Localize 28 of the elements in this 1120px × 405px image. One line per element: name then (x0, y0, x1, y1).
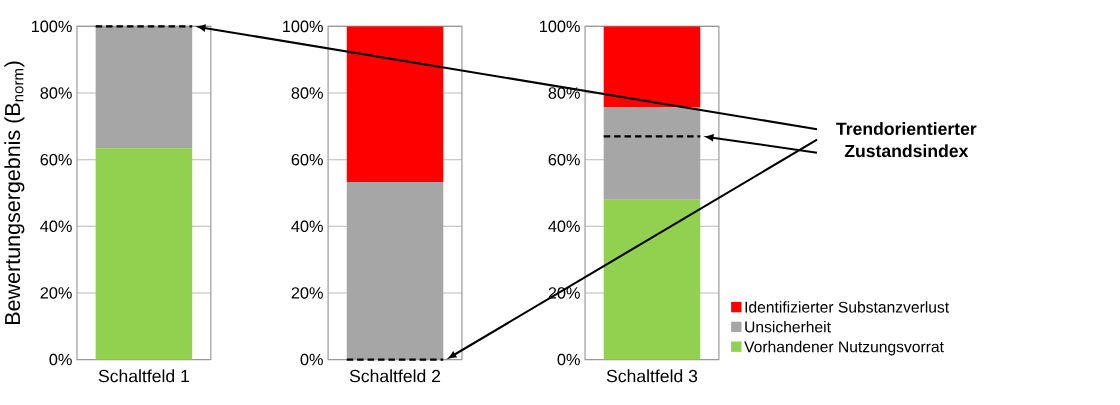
y-tick-label: 0% (49, 354, 72, 366)
y-tick-label: 60% (40, 154, 72, 166)
x-tick-label: Schaltfeld 1 (98, 369, 189, 383)
y-tick-label: 80% (40, 87, 72, 100)
y-tick-label: 0% (557, 354, 580, 366)
bar (603, 26, 701, 108)
y-tick-label: 40% (291, 220, 323, 233)
y-tick-label: 60% (548, 154, 580, 166)
legend-label: Unsicherheit (745, 321, 831, 333)
legend-label: Vorhandener Nutzungsvorrat (744, 341, 944, 356)
y-tick-label: 80% (291, 87, 323, 100)
text: Trendorientierter Zustandsindex (836, 122, 977, 158)
y-tick-label: 20% (291, 287, 323, 299)
y-tick-label: 100% (31, 20, 72, 33)
y-tick-label: 40% (548, 220, 580, 233)
y-axis-title: Bewertungsergebnis (B$_{norm}$) (4, 61, 25, 325)
x-tick-label: Schaltfeld 2 (349, 369, 441, 383)
y-tick-label: 100% (540, 20, 580, 33)
legend-label: Identifizierter Substanzverlust (745, 301, 950, 313)
y-tick-label: 60% (291, 154, 323, 166)
y-tick-label: 20% (40, 287, 72, 299)
bar (603, 199, 701, 360)
bar (603, 107, 701, 200)
y-tick-label: 80% (548, 87, 580, 100)
y-tick-label: 40% (40, 220, 72, 233)
y-tick-label: 0% (300, 354, 323, 366)
y-tick-label: 100% (283, 20, 323, 33)
x-tick-label: Schaltfeld 3 (606, 369, 698, 383)
